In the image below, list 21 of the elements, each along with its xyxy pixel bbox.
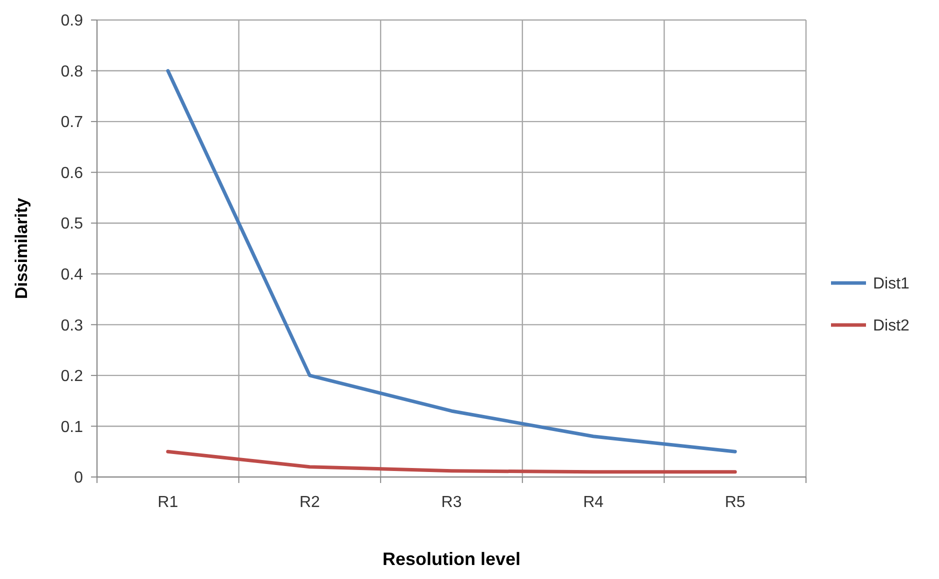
y-tick-label: 0.8	[60, 63, 84, 80]
x-tick-label: R1	[158, 494, 178, 511]
legend-label: Dist1	[873, 276, 910, 293]
y-tick-label: 0.2	[60, 368, 84, 386]
y-tick-label: 0.7	[60, 114, 84, 132]
y-tick-label: 0.1	[60, 418, 84, 436]
y-tick-label: 0.4	[60, 266, 84, 284]
y-tick-label: 0.9	[60, 12, 84, 30]
y-tick-label: 0	[74, 470, 84, 487]
x-tick-label: R3	[441, 494, 462, 511]
line-series	[166, 69, 737, 454]
y-tick-label: 0.3	[60, 317, 84, 334]
y-axis-title: Dissimilarity	[12, 197, 31, 300]
y-tick-label: 0.6	[60, 164, 84, 182]
x-axis-title: Resolution level	[382, 549, 521, 569]
x-tick-label: R4	[583, 494, 604, 511]
x-tick-label: R5	[724, 494, 746, 511]
y-tick-label: 0.5	[60, 216, 84, 233]
x-tick-label: R2	[299, 494, 320, 511]
line-series	[166, 450, 737, 474]
legend-label: Dist2	[873, 318, 910, 335]
